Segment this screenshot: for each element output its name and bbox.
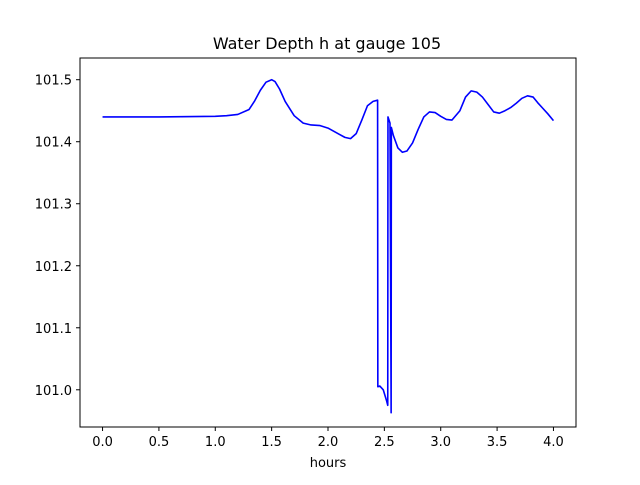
y-tick-label: 101.2 <box>35 260 72 275</box>
axes-frame <box>79 57 577 428</box>
y-tick-label: 101.4 <box>35 136 72 151</box>
x-tick-label: 2.0 <box>318 435 339 450</box>
x-tick-label: 0.0 <box>92 435 113 450</box>
x-tick-label: 3.0 <box>430 435 451 450</box>
axis-ticks: 0.0 0.5 1.0 1.5 2.0 2.5 3.0 3.5 4.0 101.0 101.1 101… <box>35 74 564 450</box>
chart-title: Water Depth h at gauge 105 <box>213 34 441 53</box>
x-tick-label: 1.0 <box>205 435 226 450</box>
x-tick-label: 4.0 <box>543 435 564 450</box>
y-tick-label: 101.1 <box>35 322 72 337</box>
x-tick-label: 3.5 <box>487 435 508 450</box>
y-tick-label: 101.5 <box>35 74 72 89</box>
water-depth-series-line <box>102 78 555 414</box>
x-tick-label: 1.5 <box>261 435 282 450</box>
x-tick-label: 2.5 <box>374 435 395 450</box>
x-axis-label: hours <box>310 456 347 471</box>
y-tick-label: 101.0 <box>35 384 72 399</box>
plot-area <box>102 78 555 414</box>
x-tick-label: 0.5 <box>149 435 170 450</box>
y-tick-label: 101.3 <box>35 198 72 213</box>
